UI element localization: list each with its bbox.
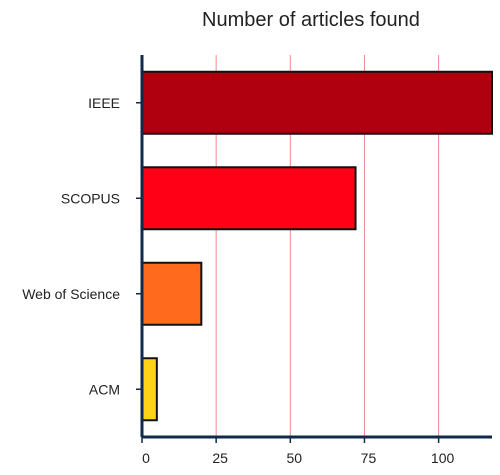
category-label: SCOPUS: [61, 190, 120, 206]
x-tick-labels: 0 25 50 75 100: [142, 450, 454, 466]
x-tick-label: 0: [142, 450, 150, 466]
category-label: IEEE: [88, 95, 120, 111]
x-tick-label: 75: [361, 450, 377, 466]
x-tick-label: 50: [287, 450, 303, 466]
category-labels: IEEE SCOPUS Web of Science ACM: [22, 95, 120, 398]
bar-web-of-science: [141, 261, 203, 326]
x-tick-label: 25: [212, 450, 228, 466]
category-label: Web of Science: [22, 286, 120, 302]
category-label: ACM: [89, 381, 120, 397]
axes: [136, 55, 492, 443]
chart-title: Number of articles found: [202, 9, 420, 31]
bar-acm: [141, 357, 158, 422]
bar-scopus: [141, 166, 357, 231]
bar-ieee: [141, 70, 493, 135]
bars: [141, 70, 493, 422]
x-tick-label: 100: [431, 450, 455, 466]
